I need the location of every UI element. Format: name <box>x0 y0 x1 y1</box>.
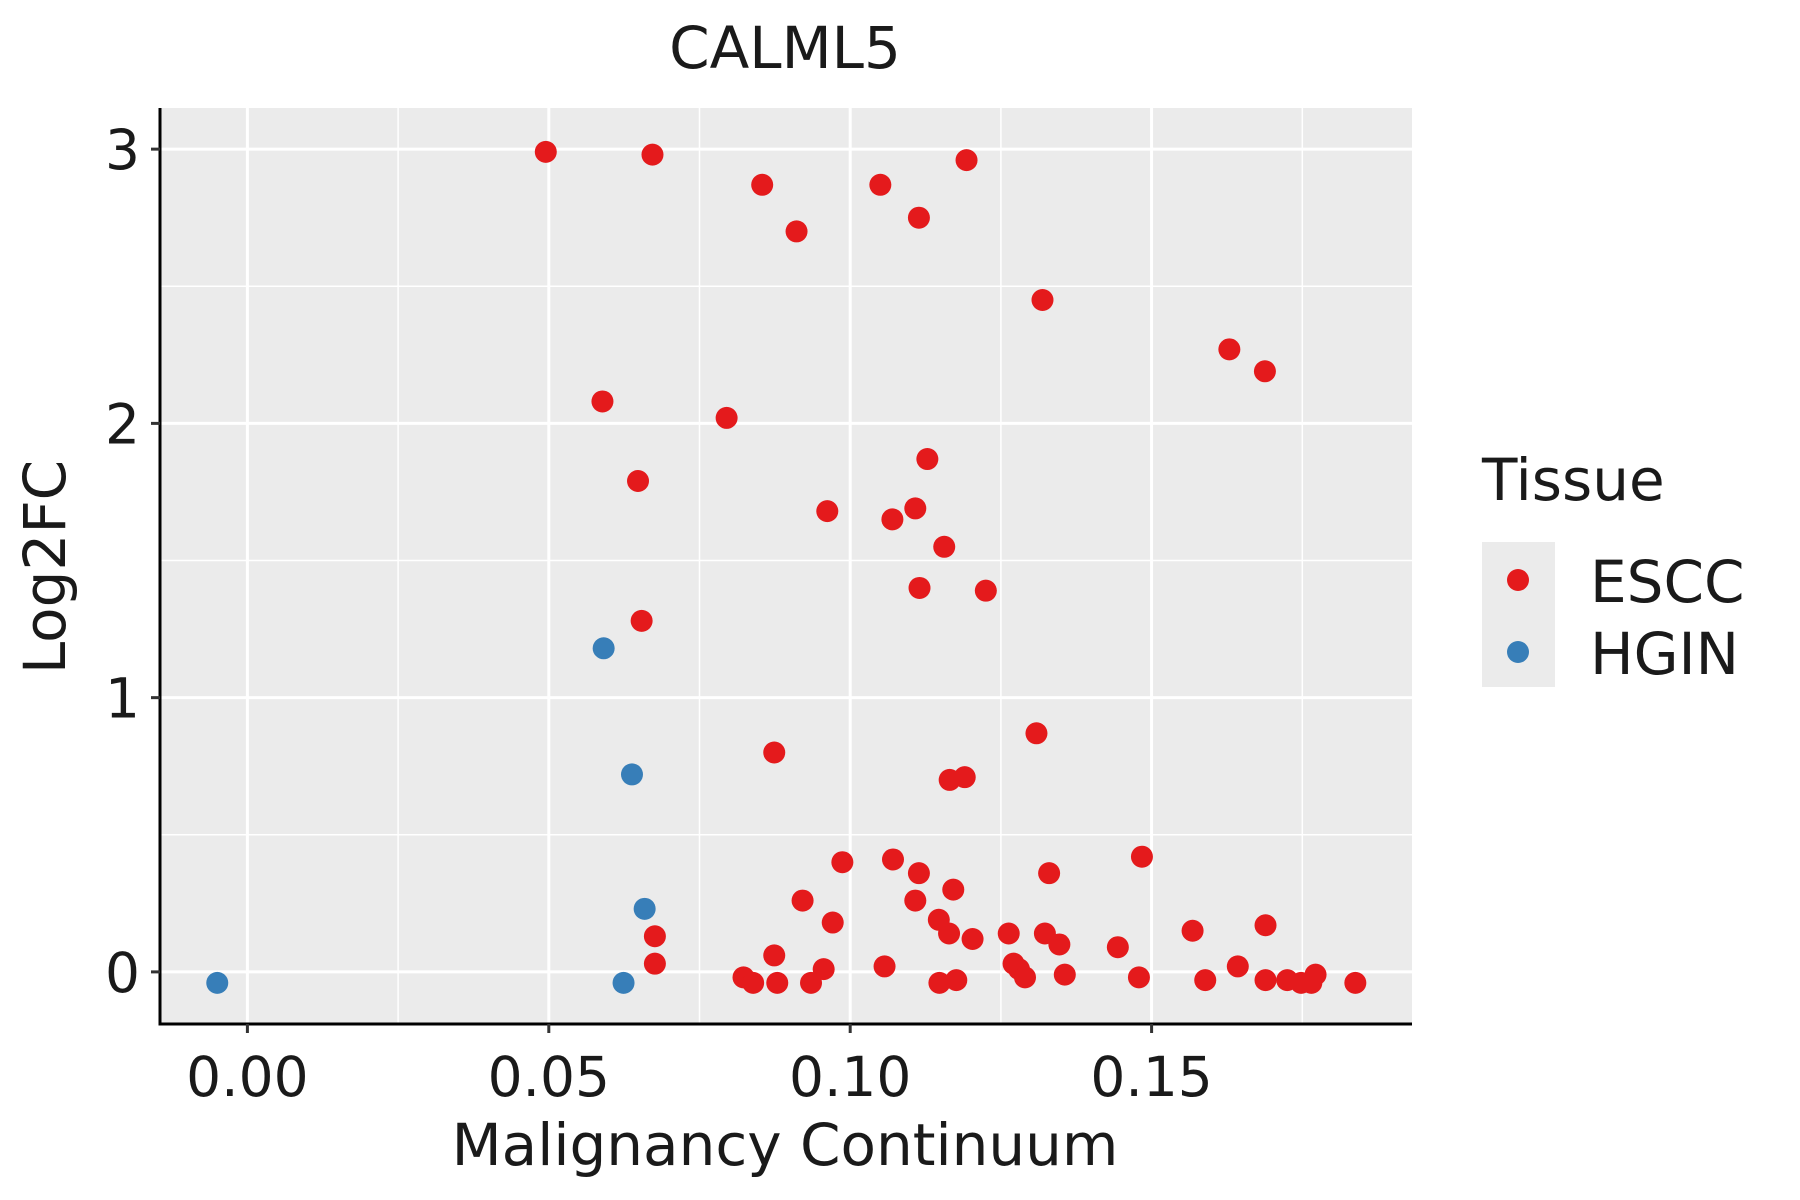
data-point-escc <box>591 390 614 413</box>
data-point-escc <box>997 922 1020 945</box>
data-point-escc <box>961 927 984 950</box>
y-tick-labels: 0 1 2 3 <box>105 118 140 1005</box>
data-point-escc <box>873 955 896 978</box>
data-point-escc <box>1181 919 1204 942</box>
data-point-escc <box>904 497 927 520</box>
data-point-escc <box>916 448 939 471</box>
data-point-escc <box>1106 936 1129 959</box>
x-tick-label: 0.00 <box>186 1045 308 1109</box>
data-point-escc <box>534 140 557 163</box>
axes <box>151 108 1412 1033</box>
data-point-escc <box>1048 933 1071 956</box>
data-point-hgin <box>633 897 656 920</box>
data-point-escc <box>1038 862 1061 885</box>
data-point-escc <box>1254 914 1277 937</box>
legend-label-escc: ESCC <box>1590 548 1744 616</box>
data-point-escc <box>904 889 927 912</box>
data-point-escc <box>1130 845 1153 868</box>
data-point-escc <box>643 952 666 975</box>
data-point-escc <box>938 922 961 945</box>
legend-key-hgin <box>1507 641 1529 663</box>
data-point-escc <box>742 971 765 994</box>
x-tick-label: 0.10 <box>789 1045 911 1109</box>
legend-key-background <box>1482 542 1555 687</box>
data-point-escc <box>800 971 823 994</box>
data-point-escc <box>831 851 854 874</box>
data-point-escc <box>933 535 956 558</box>
data-point-escc <box>955 149 978 172</box>
data-point-escc <box>791 889 814 912</box>
data-point-escc <box>643 925 666 948</box>
data-point-escc <box>630 609 653 632</box>
x-axis-label: Malignancy Continuum <box>452 1111 1119 1179</box>
plot-panel <box>160 108 1412 1024</box>
data-point-escc <box>763 741 786 764</box>
data-point-escc <box>869 173 892 196</box>
data-point-escc <box>953 766 976 789</box>
legend: Tissue ESCC HGIN <box>1481 446 1744 688</box>
data-point-escc <box>942 878 965 901</box>
data-point-escc <box>928 971 951 994</box>
data-point-escc <box>1127 966 1150 989</box>
y-tick-label: 3 <box>105 118 140 182</box>
data-point-escc <box>1344 971 1367 994</box>
data-point-hgin <box>612 971 635 994</box>
data-point-escc <box>881 848 904 871</box>
data-point-escc <box>715 406 738 429</box>
chart-title: CALML5 <box>669 14 901 82</box>
data-points <box>206 140 1367 994</box>
y-tick-label: 1 <box>105 667 140 731</box>
data-point-escc <box>1014 966 1037 989</box>
data-point-escc <box>766 971 789 994</box>
legend-title: Tissue <box>1481 446 1665 514</box>
x-tick-label: 0.15 <box>1090 1045 1212 1109</box>
data-point-escc <box>641 143 664 166</box>
data-point-escc <box>907 206 930 229</box>
x-tick-labels: 0.00 0.05 0.10 0.15 <box>186 1045 1213 1109</box>
data-point-escc <box>627 469 650 492</box>
data-point-escc <box>763 944 786 967</box>
data-point-escc <box>1218 338 1241 361</box>
data-point-escc <box>1025 722 1048 745</box>
y-axis-label: Log2FC <box>11 460 79 674</box>
data-point-escc <box>945 969 968 992</box>
data-point-escc <box>1253 360 1276 383</box>
data-point-escc <box>974 579 997 602</box>
data-point-hgin <box>206 971 229 994</box>
data-point-hgin <box>620 763 643 786</box>
x-tick-label: 0.05 <box>488 1045 610 1109</box>
data-point-escc <box>1226 955 1249 978</box>
legend-key-escc <box>1507 569 1529 591</box>
data-point-escc <box>1304 963 1327 986</box>
data-point-escc <box>751 173 774 196</box>
data-point-escc <box>907 862 930 885</box>
data-point-escc <box>1053 963 1076 986</box>
legend-label-hgin: HGIN <box>1590 620 1739 688</box>
y-tick-label: 2 <box>105 392 140 456</box>
data-point-escc <box>1031 288 1054 311</box>
data-point-escc <box>785 220 808 243</box>
data-point-escc <box>908 576 931 599</box>
data-point-hgin <box>592 637 615 660</box>
data-point-escc <box>1254 969 1277 992</box>
y-tick-label: 0 <box>105 941 140 1005</box>
data-point-escc <box>881 508 904 531</box>
gridlines <box>160 108 1412 1024</box>
data-point-escc <box>1194 969 1217 992</box>
data-point-escc <box>816 500 839 523</box>
data-point-escc <box>821 911 844 934</box>
